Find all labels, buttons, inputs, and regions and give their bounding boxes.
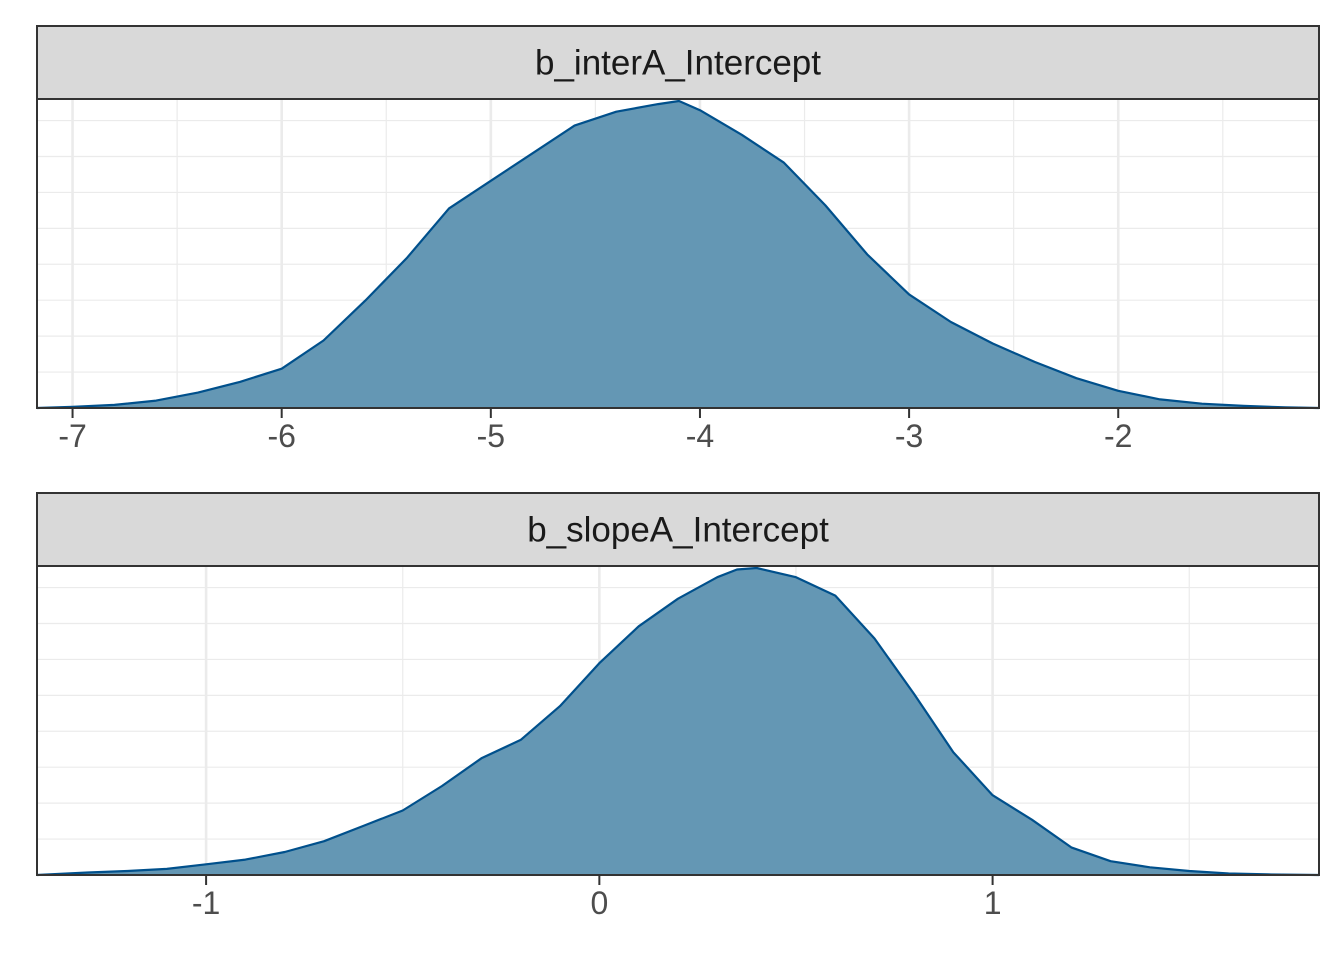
density-line (36, 566, 1320, 877)
facet-panel-1: b_interA_Intercept -7 -6 -5 -4 -3 -2 (36, 25, 1320, 454)
facet-panel-2: b_slopeA_Intercept -1 0 1 (36, 492, 1320, 921)
x-tick-label: -6 (267, 418, 295, 454)
density-area (37, 101, 1319, 408)
facet-strip-label: b_interA_Intercept (535, 44, 821, 83)
x-tick-label: -1 (192, 885, 220, 921)
facet-strip (36, 492, 1320, 567)
density-line (36, 99, 1320, 410)
x-tick-label: 0 (590, 885, 608, 921)
x-tick-label: 1 (984, 885, 1002, 921)
x-tick-label: -7 (58, 418, 86, 454)
facet-strip (36, 25, 1320, 100)
x-tick-label: -3 (895, 418, 923, 454)
x-tick-label: -2 (1104, 418, 1132, 454)
density-area (37, 568, 1319, 875)
x-tick-label: -5 (477, 418, 505, 454)
x-tick-label: -4 (686, 418, 714, 454)
facet-strip-label: b_slopeA_Intercept (527, 511, 829, 550)
